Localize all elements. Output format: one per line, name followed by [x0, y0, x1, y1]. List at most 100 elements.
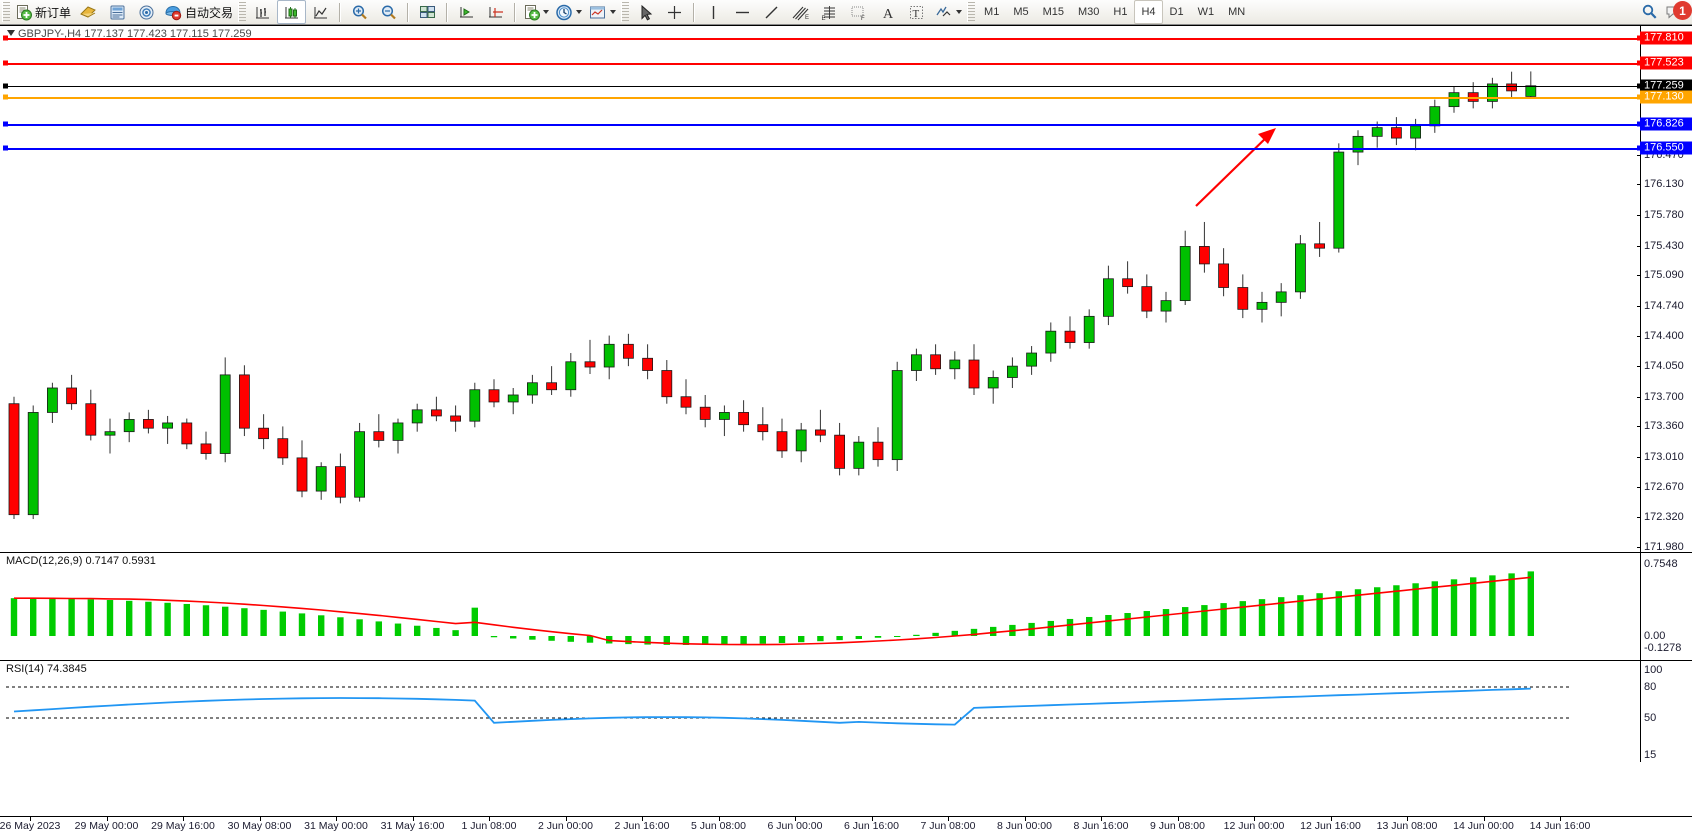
price-level-label[interactable]: 176.826 — [1640, 117, 1692, 131]
timeframe-m30[interactable]: M30 — [1078, 6, 1100, 18]
fibonacci-icon[interactable]: E — [815, 0, 844, 24]
macd-scale: 0.7548 0.00 -0.1278 — [1640, 553, 1692, 660]
add-indicator-icon[interactable] — [520, 0, 552, 24]
chevron-down-icon-4[interactable] — [956, 10, 963, 14]
price-level-handle[interactable] — [3, 121, 8, 127]
bar-chart-icon[interactable] — [248, 0, 277, 24]
zoom-in-icon[interactable] — [345, 0, 374, 24]
price-level-line[interactable] — [6, 85, 1640, 87]
macd-pane[interactable]: MACD(12,26,9) 0.7147 0.5931 0.7548 0.00 … — [0, 552, 1692, 660]
candlestick-chart-icon[interactable] — [277, 0, 307, 24]
chevron-down-icon-2[interactable] — [576, 10, 583, 14]
price-tickmark — [1637, 245, 1641, 247]
toolbar-divider-3 — [446, 2, 449, 22]
price-level-line[interactable] — [6, 97, 1640, 100]
time-axis-tickmark — [412, 817, 414, 821]
price-level-line[interactable] — [6, 147, 1640, 150]
scale-level-handle[interactable] — [1637, 60, 1642, 66]
price-level-handle[interactable] — [3, 83, 8, 89]
time-axis-label: 12 Jun 00:00 — [1223, 820, 1285, 832]
tile-windows-icon[interactable] — [413, 0, 442, 24]
time-axis-tickmark — [1483, 817, 1485, 821]
templates-icon[interactable] — [585, 0, 619, 24]
autoscroll-icon[interactable] — [481, 0, 510, 24]
text-box-icon[interactable]: T — [902, 0, 931, 24]
trendline-icon[interactable] — [757, 0, 786, 24]
price-level-label[interactable]: 177.130 — [1640, 90, 1692, 104]
symbol-dropdown-icon[interactable] — [7, 30, 15, 36]
price-tick: 175.430 — [1644, 239, 1684, 252]
price-level-handle[interactable] — [3, 94, 8, 100]
crosshair-icon[interactable] — [660, 0, 689, 24]
time-axis-label: 2 Jun 16:00 — [614, 820, 670, 832]
price-level-handle[interactable] — [3, 145, 8, 151]
autotrading-button[interactable]: 自动交易 — [161, 0, 236, 24]
fibonacci-fan-icon[interactable]: F — [844, 0, 873, 24]
chevron-down-icon[interactable] — [543, 10, 550, 14]
navigator-icon[interactable] — [132, 0, 161, 24]
timeframe-w1[interactable]: W1 — [1197, 6, 1215, 18]
price-level-label[interactable]: 177.523 — [1640, 56, 1692, 70]
notifications-button[interactable]: 1 — [1664, 1, 1692, 23]
price-level-line[interactable] — [6, 123, 1640, 126]
time-axis-label: 14 Jun 16:00 — [1529, 820, 1591, 832]
price-level-handle[interactable] — [3, 35, 8, 41]
toolbar-grip-4[interactable] — [967, 2, 976, 22]
toolbar-grip-3[interactable] — [621, 2, 630, 22]
line-chart-icon[interactable] — [306, 0, 335, 24]
price-scale[interactable]: 176.470 176.130 175.780 175.430 175.090 174.7… — [1637, 26, 1692, 553]
new-order-button[interactable]: 新订单 — [12, 0, 74, 24]
toolbar-grip[interactable] — [2, 2, 10, 22]
text-label-icon[interactable]: A — [873, 0, 902, 24]
scale-level-handle[interactable] — [1637, 94, 1642, 100]
macd-series — [10, 571, 1534, 646]
price-tick: 174.400 — [1644, 329, 1684, 342]
vertical-line-icon[interactable] — [699, 0, 728, 24]
chart-area[interactable]: GBPJPY-,H4 177.137 177.423 177.115 177.2… — [0, 25, 1692, 839]
svg-text:E: E — [822, 16, 826, 21]
price-level-line[interactable] — [6, 62, 1640, 65]
price-level-handle[interactable] — [3, 60, 8, 66]
scale-level-handle[interactable] — [1637, 35, 1642, 41]
price-plot[interactable] — [6, 26, 1570, 551]
time-axis-label: 2 Jun 00:00 — [538, 820, 593, 832]
chevron-down-icon-3[interactable] — [610, 10, 617, 14]
search-icon[interactable] — [1635, 0, 1664, 24]
scale-level-handle[interactable] — [1637, 83, 1642, 89]
svg-text:F: F — [861, 16, 865, 21]
price-level-label[interactable]: 177.259 — [1640, 79, 1692, 93]
time-axis-label: 29 May 16:00 — [151, 820, 215, 832]
timeframe-mn[interactable]: MN — [1228, 6, 1246, 18]
time-axis-tickmark — [1177, 817, 1179, 821]
price-tickmark — [1637, 154, 1641, 156]
price-level-label[interactable]: 176.550 — [1640, 141, 1692, 155]
arrows-icon[interactable] — [931, 0, 965, 24]
timeframe-h1[interactable]: H1 — [1113, 6, 1128, 18]
timeframe-m15[interactable]: M15 — [1042, 6, 1064, 18]
rsi-pane[interactable]: RSI(14) 74.3845 100 80 50 15 — [0, 660, 1692, 762]
toolbar-grip-2[interactable] — [238, 2, 247, 22]
scale-level-handle[interactable] — [1637, 145, 1642, 151]
price-level-line[interactable] — [6, 37, 1640, 40]
timeframe-d1[interactable]: D1 — [1169, 6, 1184, 18]
price-tick: 173.010 — [1644, 451, 1684, 463]
terminal-icon[interactable] — [74, 0, 103, 24]
price-level-label[interactable]: 177.810 — [1640, 31, 1692, 45]
horizontal-line-icon[interactable] — [728, 0, 757, 24]
equidistant-channel-icon[interactable]: E — [786, 0, 815, 24]
market-watch-icon[interactable] — [103, 0, 132, 24]
zoom-out-icon[interactable] — [374, 0, 403, 24]
cursor-icon[interactable] — [631, 0, 660, 24]
period-clock-icon[interactable] — [552, 0, 585, 24]
time-axis-tickmark — [1560, 817, 1561, 821]
scale-level-handle[interactable] — [1637, 121, 1642, 127]
shift-chart-icon[interactable] — [452, 0, 481, 24]
toolbar-divider-5 — [693, 2, 696, 22]
timeframe-m1[interactable]: M1 — [984, 6, 1000, 18]
rsi-series — [6, 686, 1570, 726]
price-pane[interactable]: GBPJPY-,H4 177.137 177.423 177.115 177.2… — [0, 25, 1692, 553]
price-tickmark — [1637, 396, 1641, 398]
timeframe-h4[interactable]: H4 — [1134, 0, 1163, 24]
timeframe-m5[interactable]: M5 — [1013, 6, 1029, 18]
autotrading-label: 自动交易 — [185, 5, 234, 20]
